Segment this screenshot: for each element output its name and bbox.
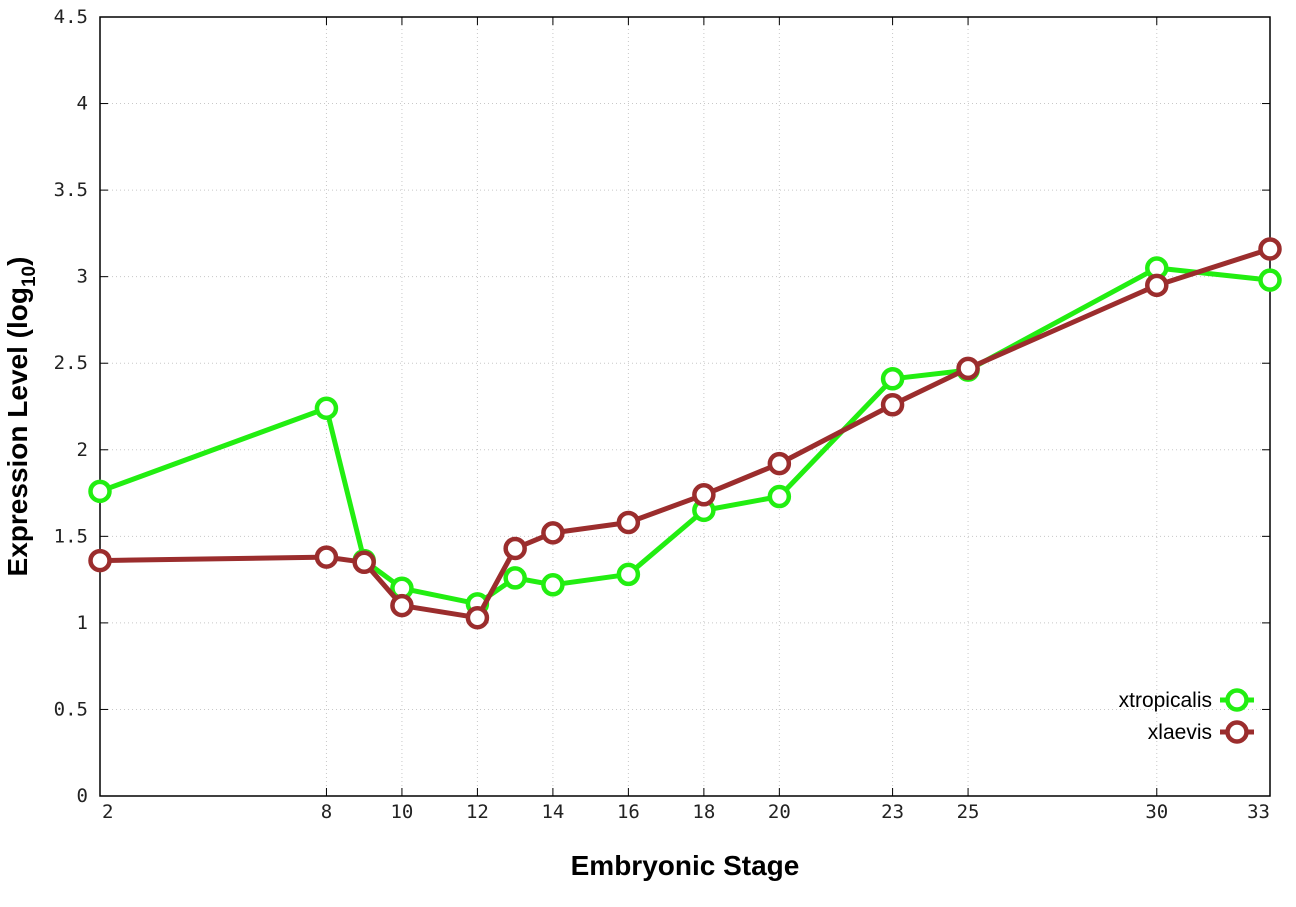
legend-label: xtropicalis — [1119, 689, 1212, 712]
y-axis-title: Expression Level (log10) — [2, 257, 40, 577]
data-point-xtropicalis — [541, 573, 565, 597]
x-tick-label: 2 — [102, 801, 113, 823]
x-tick-label: 23 — [881, 801, 904, 823]
y-tick-label: 1 — [77, 612, 88, 634]
legend-item-xtropicalis: xtropicalis — [1119, 688, 1254, 712]
legend-marker-swatch — [1225, 720, 1249, 744]
data-point-xtropicalis — [767, 484, 792, 509]
x-tick-label: 8 — [321, 801, 332, 823]
y-tick-label: 4.5 — [54, 6, 88, 28]
data-point-xlaevis — [616, 510, 641, 535]
grid-lines — [100, 17, 1270, 796]
series-xlaevis — [88, 237, 1282, 630]
x-tick-label: 14 — [541, 801, 564, 823]
y-tick-label: 0.5 — [54, 698, 88, 720]
data-point-xlaevis — [1145, 273, 1169, 298]
y-tick-label: 1.5 — [54, 525, 88, 547]
data-point-xlaevis — [352, 550, 376, 575]
x-tick-label: 20 — [768, 801, 791, 823]
plot-frame — [99, 16, 1271, 797]
data-point-xlaevis — [465, 605, 490, 630]
data-point-xtropicalis — [88, 479, 112, 504]
x-tick-label: 12 — [466, 801, 489, 823]
x-tick-label: 25 — [957, 801, 980, 823]
x-tick-label: 18 — [692, 801, 715, 823]
y-tick-label: 0 — [77, 785, 88, 807]
data-point-xlaevis — [88, 548, 112, 573]
data-point-xtropicalis — [880, 367, 905, 391]
data-point-xlaevis — [692, 483, 716, 507]
axis-ticks: 0 0.5 1 1.5 2 2.5 3 3.5 4 4.5 2 8 10 12 14 16 18 20 23 25 30… — [54, 6, 1271, 823]
legend-marker-swatch — [1225, 688, 1249, 712]
data-point-xlaevis — [880, 393, 905, 417]
data-point-xlaevis — [767, 451, 792, 476]
data-point-xtropicalis — [616, 562, 641, 587]
data-point-xlaevis — [956, 356, 980, 381]
legend: xtropicalis xlaevis — [1119, 688, 1254, 744]
x-tick-label: 33 — [1247, 801, 1270, 823]
data-point-xlaevis — [1258, 237, 1282, 261]
data-point-xlaevis — [541, 521, 565, 545]
y-tick-label: 4 — [77, 93, 88, 115]
legend-item-xlaevis: xlaevis — [1148, 720, 1254, 744]
y-tick-label: 2.5 — [54, 352, 88, 374]
data-point-xtropicalis — [503, 566, 527, 590]
y-axis-title-main: Expression Level (log — [2, 287, 33, 576]
data-point-xlaevis — [390, 593, 414, 618]
data-point-xtropicalis — [1258, 268, 1282, 292]
series-line-xtropicalis — [99, 265, 1271, 607]
x-tick-label: 10 — [390, 801, 413, 823]
data-point-xlaevis — [503, 536, 527, 561]
y-axis-title-subscript: 10 — [19, 266, 40, 287]
x-tick-label: 16 — [617, 801, 640, 823]
y-tick-label: 3 — [77, 266, 88, 288]
y-tick-label: 3.5 — [54, 179, 88, 201]
data-point-xlaevis — [314, 545, 339, 569]
legend-label: xlaevis — [1148, 721, 1212, 744]
y-axis-title-end: ) — [2, 257, 33, 266]
x-axis-title: Embryonic Stage — [571, 850, 800, 881]
x-tick-label: 30 — [1145, 801, 1168, 823]
data-point-xtropicalis — [314, 396, 339, 420]
series-layer — [88, 237, 1282, 630]
y-tick-label: 2 — [77, 439, 88, 461]
